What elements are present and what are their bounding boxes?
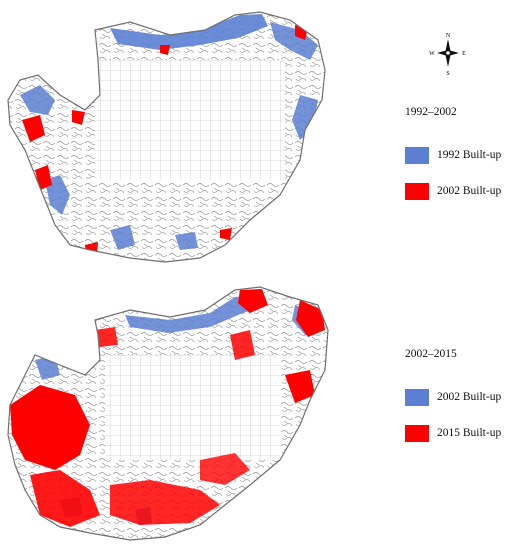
legend-item: 2002 Built-up xyxy=(405,180,501,202)
built-up-2015-patch xyxy=(30,470,100,527)
compass-north-label: N xyxy=(446,33,451,39)
map-svg-bottom xyxy=(7,286,329,541)
legend-swatch-red xyxy=(405,424,429,442)
built-up-2015-patch xyxy=(200,453,250,485)
legend-label: 2015 Built-up xyxy=(437,427,502,439)
built-up-2002-patch xyxy=(160,45,170,55)
legend-label: 1992 Built-up xyxy=(437,149,502,161)
legend-item: 2002 Built-up xyxy=(405,386,501,408)
region-boundary-top xyxy=(7,11,326,263)
map-svg-top xyxy=(7,11,326,263)
built-up-2002-patch xyxy=(22,115,45,142)
built-up-1992-patch xyxy=(110,225,135,250)
built-up-2015-patch xyxy=(296,300,325,337)
built-up-2015-patch xyxy=(285,370,315,403)
built-up-2015-patch xyxy=(238,289,268,313)
map-1992-2002 xyxy=(0,0,380,275)
period-title: 1992–2002 xyxy=(405,106,457,118)
built-up-2002-patch xyxy=(35,165,52,190)
legend-label: 2002 Built-up xyxy=(437,391,502,403)
compass-south-label: S xyxy=(446,71,449,76)
compass-east-label: E xyxy=(462,51,466,57)
legend-2002-2015: 2002–2015 2002 Built-up 2015 Built-up xyxy=(405,348,501,458)
built-up-2002-patch xyxy=(220,228,232,240)
built-up-1992-patch xyxy=(270,22,318,60)
built-up-2015-patch xyxy=(110,480,220,525)
built-up-2002-patch xyxy=(125,295,255,333)
built-up-2015-patches xyxy=(10,289,325,527)
built-up-1992-patch xyxy=(20,85,55,115)
built-up-2002-patch xyxy=(72,110,85,125)
compass-west-label: W xyxy=(429,51,435,57)
legend-swatch-blue xyxy=(405,388,429,406)
built-up-1992-patch xyxy=(175,232,198,250)
legend-swatch-red xyxy=(405,182,429,200)
built-up-2015-patch xyxy=(230,330,255,360)
built-up-2015-patch xyxy=(95,327,118,347)
region-boundary-bottom xyxy=(7,286,329,541)
legend-label: 2002 Built-up xyxy=(437,185,502,197)
built-up-2015-patch xyxy=(10,385,90,470)
legend-item: 2015 Built-up xyxy=(405,422,501,444)
period-title: 2002–2015 xyxy=(405,348,457,360)
map-2002-2015 xyxy=(0,275,380,550)
compass-rose-icon: N S E W xyxy=(428,30,468,77)
legend-swatch-blue xyxy=(405,146,429,164)
legend-1992-2002: 1992–2002 1992 Built-up 2002 Built-up xyxy=(405,106,501,216)
legend-item: 1992 Built-up xyxy=(405,144,501,166)
